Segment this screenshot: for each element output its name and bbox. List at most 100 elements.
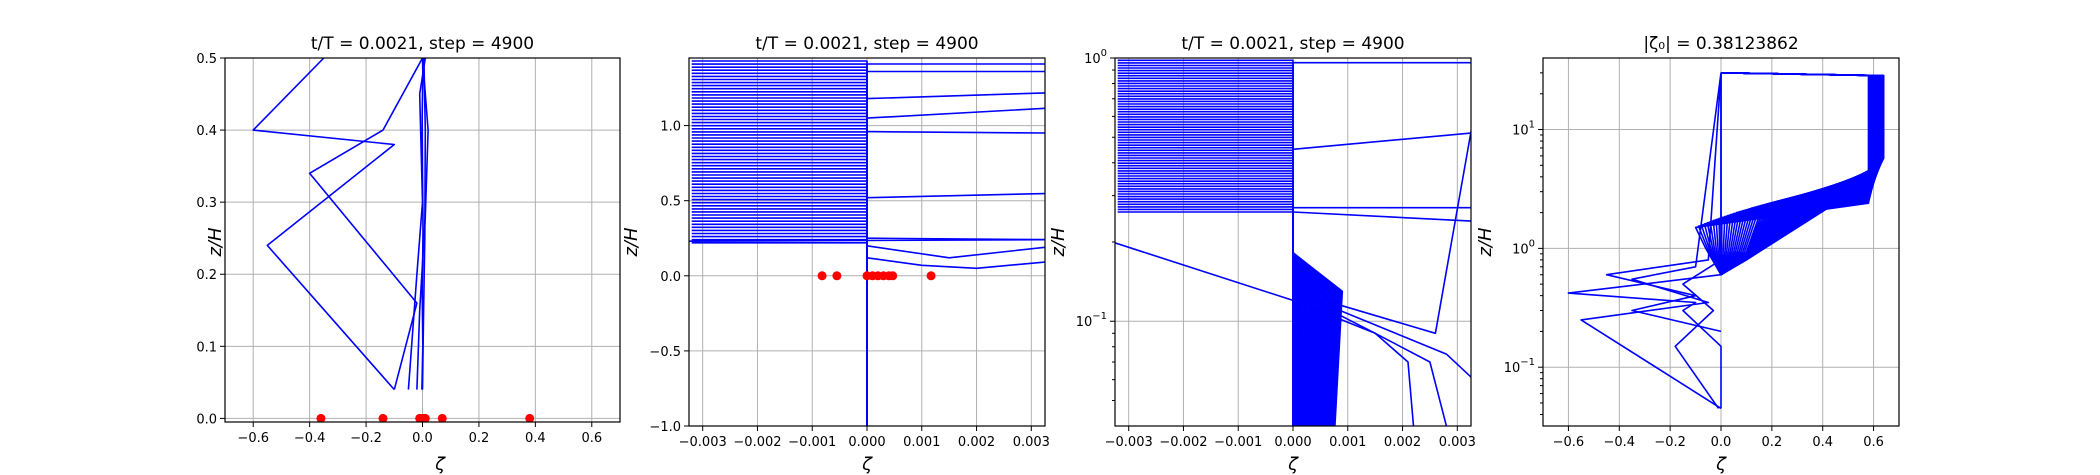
panel-3-x-tick-label: 0.002 xyxy=(1384,435,1421,450)
panel-3-profile-line xyxy=(1117,126,1294,426)
panel-2-profile-line xyxy=(866,92,1045,100)
panel-3-x-tick-label: 0.000 xyxy=(1274,435,1311,450)
panel-2-marker xyxy=(888,271,898,281)
panel-2-profile-line xyxy=(691,87,868,426)
panel-2-x-tick-label: 0.002 xyxy=(958,435,995,450)
panel-4-profile-line xyxy=(1720,72,1876,276)
panel-4-x-tick-label: −0.4 xyxy=(1603,435,1635,450)
panel-2-x-tick-label: 0.001 xyxy=(903,435,940,450)
panel-4-profile-line xyxy=(1605,72,1722,333)
panel-2-y-tick-label: 0.0 xyxy=(660,270,681,285)
panel-2-profile-line xyxy=(691,63,868,426)
panel-4-profile-line xyxy=(1720,72,1876,276)
panel-3-profile-line xyxy=(1117,188,1294,426)
panel-3-x-tick-label: −0.002 xyxy=(1159,435,1207,450)
panel-3-profile-line xyxy=(1292,290,1471,379)
panel-1-x-tick-label: 0.6 xyxy=(581,431,602,446)
panel-4-profile-line xyxy=(1580,72,1722,410)
panel-2-profile-line xyxy=(691,106,868,426)
panel-1-linear-profile: −0.6 −0.4 −0.2 0.0 0.2 0.4 0.6 0.0 0.1 0.2 0.3 0.4 0… xyxy=(196,34,621,475)
panel-3-profile-line xyxy=(1117,144,1294,426)
panel-2-profile-line xyxy=(691,171,868,426)
panel-2-profile-line xyxy=(691,149,868,426)
panel-2-profile-line xyxy=(866,237,1045,241)
panel-3-profile-line xyxy=(1117,185,1294,426)
panel-1-ylabel: z/H xyxy=(205,227,226,258)
panel-4-x-tick-label: −0.2 xyxy=(1654,435,1686,450)
panel-3-profile-line xyxy=(1117,203,1294,426)
panel-2-profile-line xyxy=(691,229,868,426)
panel-3-profile-line xyxy=(1117,180,1294,426)
panel-1-axes-frame xyxy=(224,57,621,423)
panel-3-profile-line xyxy=(1117,182,1294,426)
panel-2-profile-line xyxy=(691,143,868,426)
panel-2-x-tick-label: −0.003 xyxy=(679,435,727,450)
panel-2-profile-line xyxy=(691,131,868,426)
panel-3-profile-line xyxy=(1117,195,1294,426)
panel-3-y-tick-label: 100 xyxy=(1084,48,1107,67)
panel-2-profile-line xyxy=(691,205,868,426)
panel-1-marker xyxy=(525,413,535,422)
panel-3-y-tick-exponent: −1 xyxy=(1092,311,1107,322)
panel-2-title: t/T = 0.0021, step = 4900 xyxy=(755,34,978,54)
panel-2-y-tick-label: 0.5 xyxy=(660,195,681,210)
panel-3-profile-line xyxy=(1117,193,1294,426)
panel-2-profile-line xyxy=(866,107,1045,119)
panel-3-profile-line xyxy=(1117,190,1294,426)
panel-4-x-tick-label: 0.2 xyxy=(1762,435,1783,450)
panel-2-y-tick-label: 1.0 xyxy=(660,120,681,135)
panel-3-y-tick-base: 10 xyxy=(1076,315,1093,330)
panel-2-x-tick-label: −0.001 xyxy=(788,435,836,450)
panel-4-profile-line xyxy=(1720,72,1877,276)
panel-3-profile-line xyxy=(1117,92,1294,426)
panel-3-xlabel: ζ xyxy=(1287,454,1299,475)
panel-2-profile-line xyxy=(866,245,1045,259)
panel-3-profile-line xyxy=(1117,123,1294,426)
panel-1-x-tick-label: 0.0 xyxy=(412,431,433,446)
panel-3-log-profile: −0.003 −0.002 −0.001 0.000 0.001 0.002 0.003 10… xyxy=(1048,34,1476,475)
panel-3-profile-line xyxy=(1117,198,1294,426)
panel-1-y-tick-label: 0.0 xyxy=(196,412,217,427)
panel-2-profile-line xyxy=(691,186,868,426)
panel-4-y-tick-label: 100 xyxy=(1512,238,1535,257)
panel-3-x-tick-label: −0.001 xyxy=(1214,435,1262,450)
panel-2-linear-profile: −0.003 −0.002 −0.001 0.000 0.001 0.002 0.003 −1… xyxy=(621,34,1050,475)
panel-4-ylabel: z/H xyxy=(1475,227,1496,258)
panel-4-profile-line xyxy=(1720,72,1877,276)
panel-4-x-tick-label: −0.6 xyxy=(1553,435,1585,450)
panel-3-profile-line xyxy=(1117,110,1294,426)
panel-2-profile-line xyxy=(691,69,868,426)
panel-3-profile-line xyxy=(1292,252,1344,426)
panel-1-profile-line xyxy=(252,58,396,391)
panel-2-profile-line xyxy=(691,103,868,426)
panel-1-profile-line xyxy=(421,58,427,390)
panel-3-profile-line xyxy=(1117,208,1294,426)
panel-2-profile-line xyxy=(691,226,868,426)
panel-2-xlabel: ζ xyxy=(861,454,873,475)
panel-1-y-tick-label: 0.2 xyxy=(196,268,217,283)
panel-1-y-tick-label: 0.1 xyxy=(196,340,217,355)
panel-2-profile-line xyxy=(691,192,868,426)
panel-2-profile-line xyxy=(691,168,868,426)
panel-3-profile-line xyxy=(1117,72,1294,426)
panel-2-profile-line xyxy=(691,91,868,426)
panel-4-profile-line xyxy=(1720,72,1876,276)
panel-4-y-tick-exponent: 0 xyxy=(1529,238,1535,249)
panel-3-profile-line xyxy=(1117,108,1294,426)
panel-4-x-tick-label: 0.6 xyxy=(1863,435,1884,450)
panel-4-profile-line xyxy=(1700,72,1870,276)
panel-2-marker xyxy=(817,271,827,281)
panel-1-y-tick-label: 0.3 xyxy=(196,196,217,211)
panel-2-x-tick-label: 0.000 xyxy=(848,435,885,450)
panel-3-profile-line xyxy=(1117,206,1294,426)
panel-3-profile-line xyxy=(1117,211,1294,426)
panel-2-profile-line xyxy=(691,238,868,426)
panel-3-x-tick-label: 0.003 xyxy=(1439,435,1476,450)
panel-4-axes-frame xyxy=(1542,57,1900,427)
panel-2-axes-frame xyxy=(688,57,1046,427)
panel-2-profile-line xyxy=(691,217,868,426)
panel-4-xlabel: ζ xyxy=(1715,454,1727,475)
panel-2-profile-line xyxy=(691,66,868,426)
